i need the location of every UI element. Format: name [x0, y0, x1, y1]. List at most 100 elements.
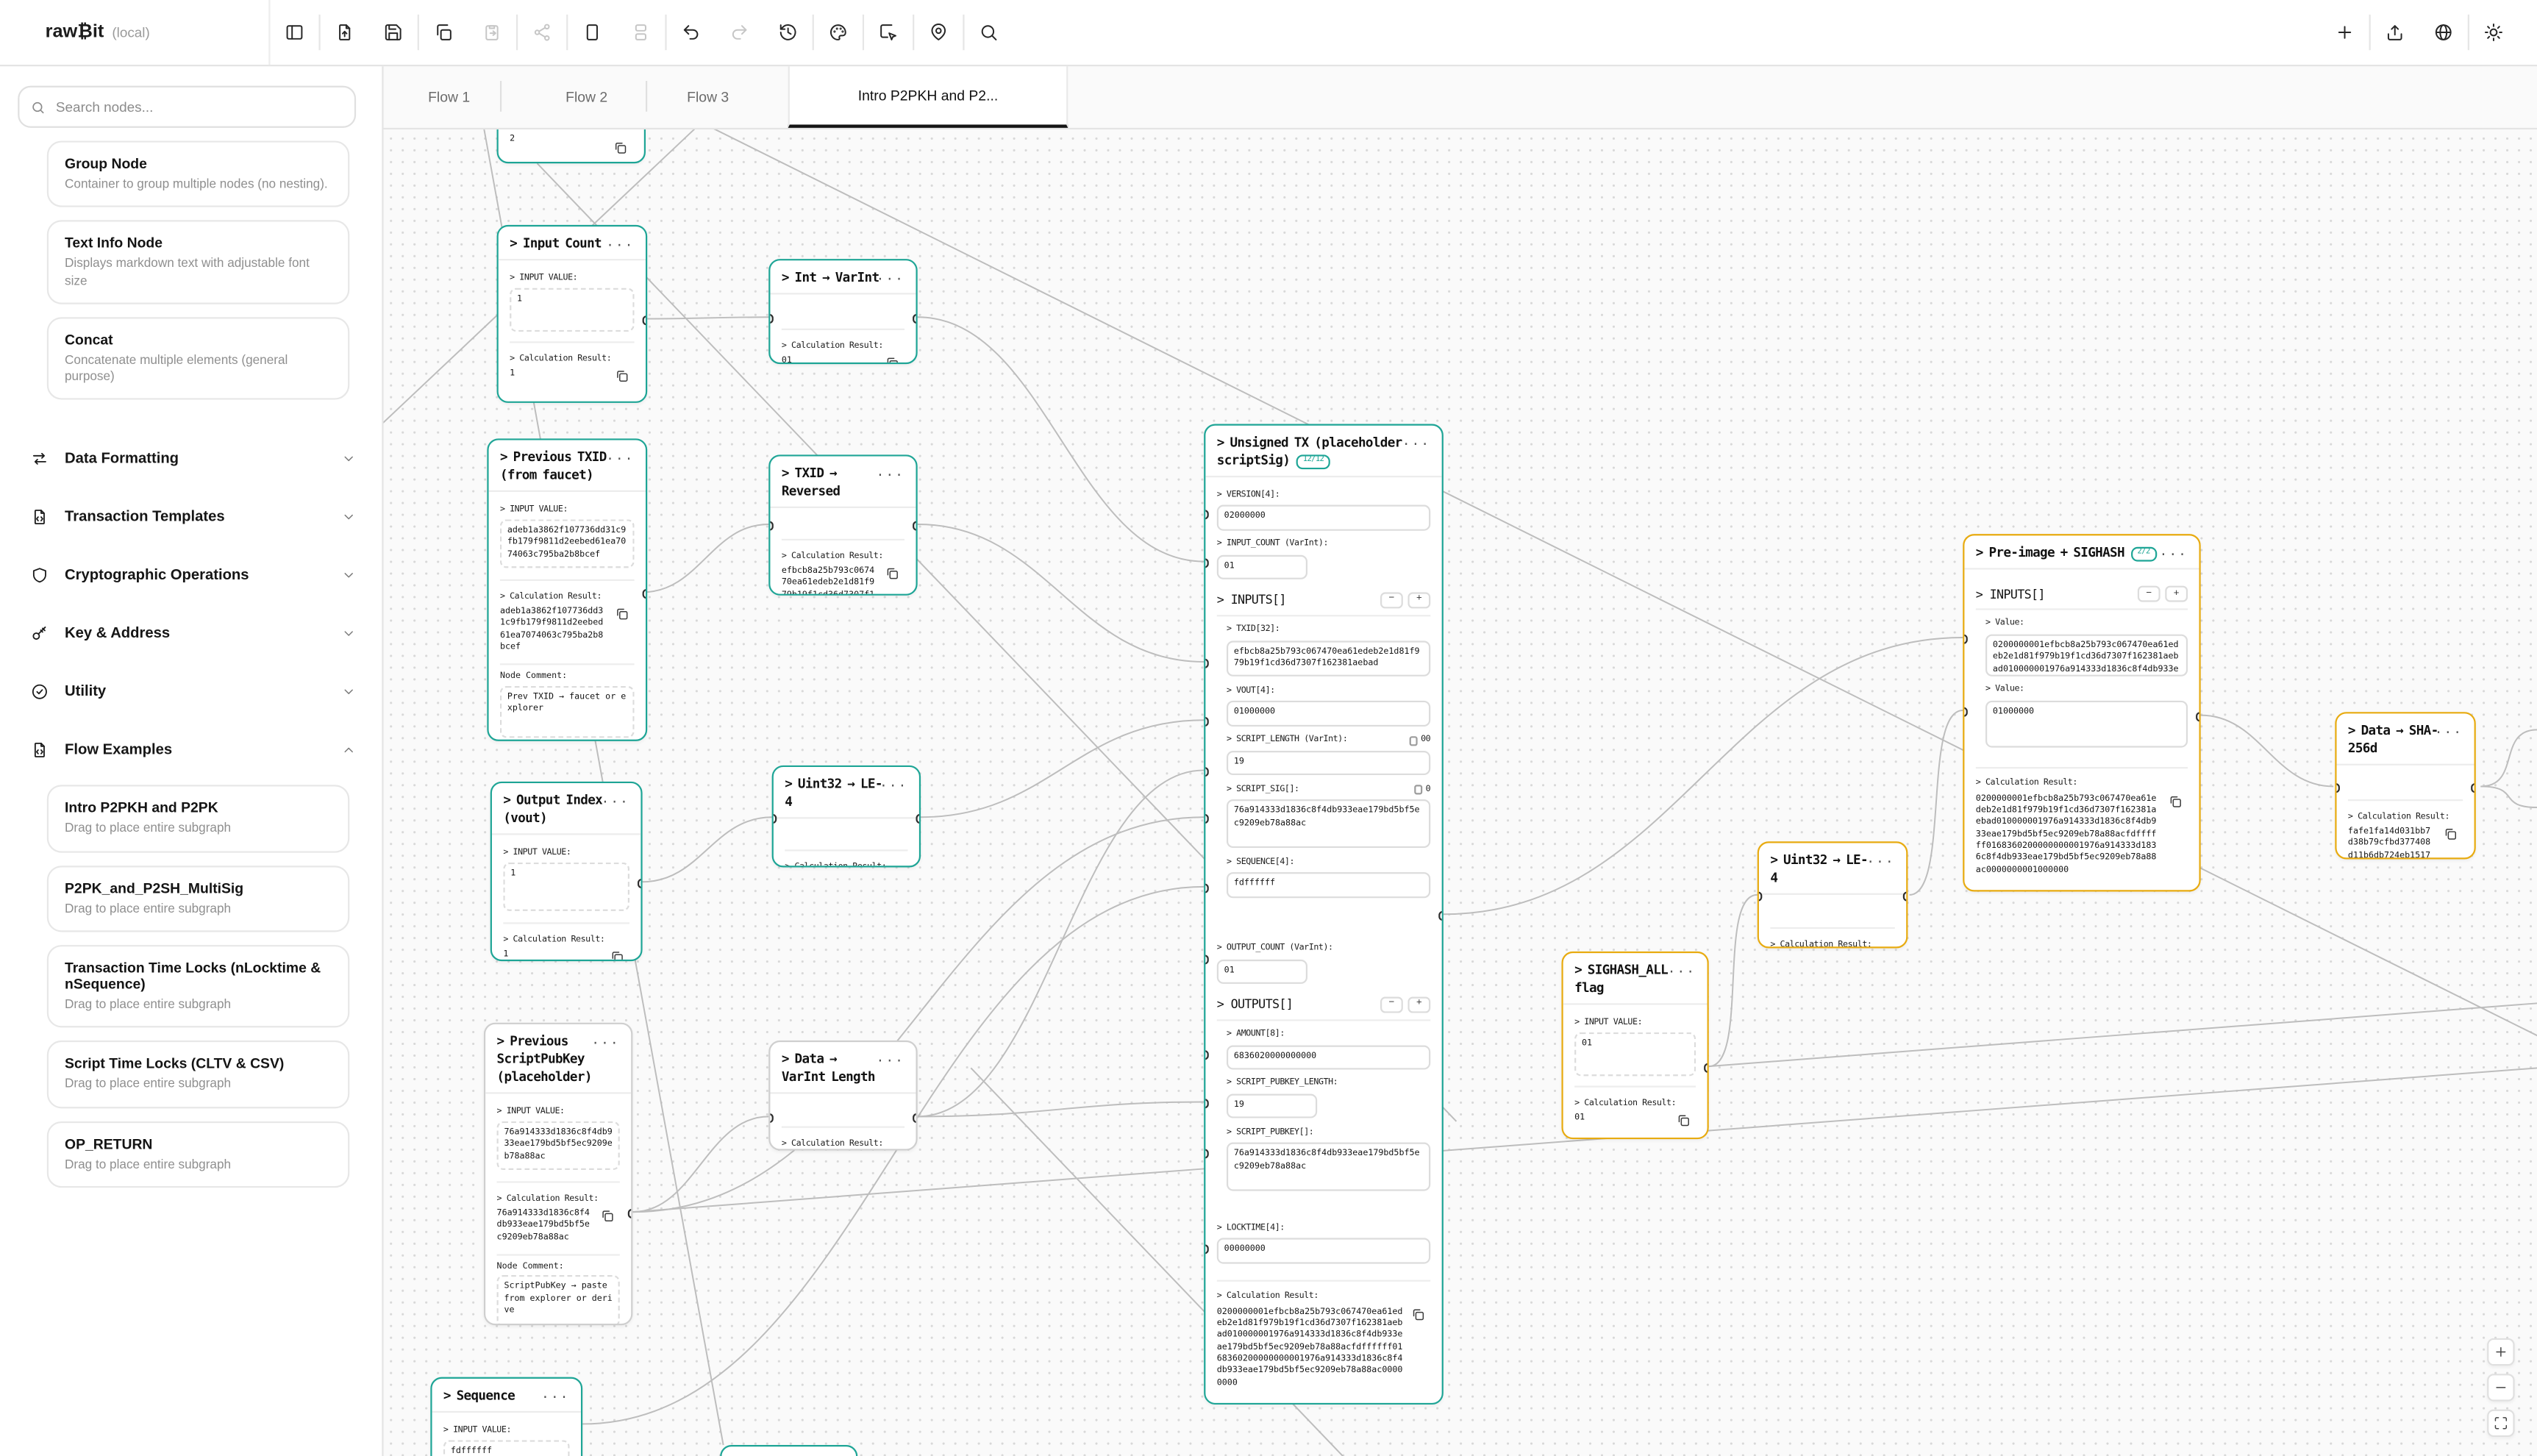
frame-button[interactable] [571, 11, 613, 53]
output-handle[interactable] [1438, 911, 1442, 921]
node-header[interactable]: > Data → SHA-256d... [2336, 713, 2474, 766]
input-handle[interactable] [1205, 510, 1209, 519]
flow-node-data-sha256d[interactable]: > Data → SHA-256d... > Calculation Result… [2335, 712, 2476, 860]
tab-flow-3[interactable]: Flow 3 [687, 88, 729, 104]
input-handle[interactable] [1964, 707, 1968, 716]
node-header[interactable]: > Input Count... [498, 226, 646, 261]
flow-node-sequence[interactable]: > Sequence... > INPUT VALUE: fdffffff [430, 1377, 583, 1456]
flow-example-intro-p2pkh-and-p2pk[interactable]: Intro P2PKH and P2PK Drag to place entire… [46, 785, 350, 852]
input-handle[interactable] [2336, 783, 2340, 793]
palette-button[interactable] [817, 11, 859, 53]
input-handle[interactable] [1205, 1149, 1209, 1158]
copy-button[interactable] [885, 1144, 900, 1149]
node-menu-button[interactable]: ... [2159, 543, 2188, 559]
node-header[interactable]: > Uint32 → LE-4... [773, 767, 919, 819]
flow-canvas[interactable]: 2 > Input Count... > INPUT VALUE: 1 > Calcul… [382, 65, 2537, 1456]
input-handle[interactable] [1964, 635, 1968, 643]
comment-input[interactable]: Prev TXID → faucet or explorer [499, 685, 635, 738]
zoom-minus-button[interactable] [2487, 1374, 2515, 1402]
sidebar-category-flow-examples[interactable]: Flow Examples [0, 721, 382, 779]
flow-node-txid-reversed[interactable]: > TXID → Reversed... > Calculation Result… [768, 454, 918, 596]
output-handle[interactable] [638, 879, 641, 888]
history-button[interactable] [767, 11, 809, 53]
node-menu-button[interactable]: ... [541, 1386, 570, 1402]
output-handle[interactable] [628, 1209, 632, 1218]
sidebar-category-cryptographic-operations[interactable]: Cryptographic Operations [0, 546, 382, 604]
input-handle[interactable] [770, 521, 774, 530]
flow-example-p2pk-and-p2sh-multisig[interactable]: P2PK_and_P2SH_MultiSig Drag to place enti… [46, 865, 350, 932]
flow-example-script-time-locks-cltv-csv-[interactable]: Script Time Locks (CLTV & CSV) Drag to pl… [46, 1041, 350, 1108]
input-handle[interactable] [1205, 1245, 1209, 1254]
node-header[interactable]: > Int → VarInt... [770, 260, 916, 295]
flow-node-input-count[interactable]: > Input Count... > INPUT VALUE: 1 > Calcula… [496, 224, 648, 403]
field-checkbox[interactable] [1413, 785, 1423, 795]
copy-button[interactable] [615, 360, 629, 382]
input-handle[interactable] [1205, 1050, 1209, 1060]
node-header[interactable]: > Output Index (vout)... [491, 783, 641, 835]
flow-node-uint32-le4[interactable]: > Uint32 → LE-4... > Calculation Result:0… [771, 765, 921, 868]
node-header[interactable]: > Data → VarInt Length... [770, 1042, 916, 1094]
input-handle[interactable] [1205, 559, 1209, 568]
copy-button[interactable] [2444, 817, 2458, 840]
node-menu-button[interactable]: ... [1667, 961, 1696, 976]
output-handle[interactable] [2471, 783, 2474, 793]
tab-flow-1[interactable]: Flow 1 [428, 88, 471, 104]
node-menu-button[interactable]: ... [591, 1032, 620, 1047]
field-value-input[interactable]: 0200000001efbcb8a25b793c067470ea61edeb2e… [1985, 634, 2188, 677]
array-remove-button[interactable]: − [1380, 996, 1403, 1013]
node-header[interactable]: > Unsigned TX (placeholder scriptSig) 12/… [1205, 426, 1442, 478]
node-menu-button[interactable]: ... [876, 268, 905, 284]
node-menu-button[interactable]: ... [2434, 721, 2463, 737]
node-header[interactable]: > SIGHASH_ALL flag... [1563, 953, 1708, 1005]
comment-input[interactable]: ScriptPubKey → paste from explorer or de… [496, 1275, 620, 1324]
node-menu-button[interactable]: ... [876, 1050, 905, 1065]
node-header[interactable]: > Sequence... [432, 1379, 581, 1413]
field-value-input[interactable]: 01000000 [1226, 701, 1431, 727]
flow-node-previous-txid[interactable]: > Previous TXID (from faucet)... > INPUT … [487, 438, 648, 741]
input-handle[interactable] [1205, 659, 1209, 668]
copy-button[interactable] [610, 940, 625, 960]
sidebar-category-transaction-templates[interactable]: Transaction Templates [0, 488, 382, 546]
input-handle[interactable] [1758, 892, 1762, 901]
flow-node-output-index[interactable]: > Output Index (vout)... > INPUT VALUE: 1 >… [490, 781, 643, 962]
output-handle[interactable] [1704, 1063, 1708, 1073]
undo-button[interactable] [670, 11, 712, 53]
node-header[interactable]: > Previous ScriptPubKey (placeholder)... [485, 1024, 632, 1094]
flow-node-int-varint[interactable]: > Int → VarInt... > Calculation Result: 01 [768, 259, 918, 365]
output-handle[interactable] [1903, 892, 1907, 901]
node-menu-button[interactable]: ... [601, 791, 629, 806]
field-value-input[interactable]: 19 [1226, 1093, 1318, 1119]
field-value-input[interactable]: 01000000 [1985, 700, 2188, 748]
array-add-button[interactable]: + [2165, 586, 2188, 602]
copy-button[interactable] [422, 11, 464, 53]
array-add-button[interactable]: + [1407, 996, 1431, 1013]
copy-button[interactable] [1875, 945, 1890, 946]
sidebar-category-utility[interactable]: Utility [0, 663, 382, 721]
sidebar-category-key-address[interactable]: Key & Address [0, 604, 382, 663]
input-handle[interactable] [1205, 884, 1209, 893]
node-header[interactable]: > Uint32 → LE-4... [1758, 843, 1907, 895]
field-value-input[interactable]: 76a914333d1836c8f4db933eae179bd5bf5ec920… [1226, 799, 1431, 849]
field-value-input[interactable]: 19 [1226, 750, 1431, 776]
copy-button[interactable] [600, 1199, 615, 1222]
input-handle[interactable] [1205, 814, 1209, 824]
sun-button[interactable] [2472, 11, 2514, 53]
copy-button[interactable] [1411, 1297, 1426, 1320]
flow-node-previous-scriptpubkey[interactable]: > Previous ScriptPubKey (placeholder)...… [483, 1022, 633, 1326]
flow-node-preimage-sighash[interactable]: > Pre-image + SIGHASH 2/2... > INPUTS[] − + >… [1963, 534, 2201, 892]
array-add-button[interactable]: + [1407, 592, 1431, 608]
output-handle[interactable] [913, 1113, 916, 1123]
node-header[interactable]: > Previous TXID (from faucet)... [488, 440, 646, 492]
field-value-input[interactable]: 1 [503, 862, 629, 911]
export-button[interactable] [2374, 11, 2416, 53]
copy-button[interactable] [885, 346, 900, 363]
output-handle[interactable] [913, 521, 916, 530]
flow-node-clipped-bottom[interactable]: > Int → VarInt... [720, 1445, 858, 1456]
node-menu-button[interactable]: ... [606, 235, 635, 249]
output-handle[interactable] [643, 315, 646, 325]
node-card-group-node[interactable]: Group Node Container to group multiple no… [46, 140, 350, 208]
sidebar-category-data-formatting[interactable]: Data Formatting [0, 429, 382, 488]
array-remove-button[interactable]: − [2137, 586, 2160, 602]
flow-node-data-varint-length[interactable]: > Data → VarInt Length... > Calculation R… [768, 1040, 918, 1151]
field-value-input[interactable]: fdffffff [443, 1440, 570, 1456]
